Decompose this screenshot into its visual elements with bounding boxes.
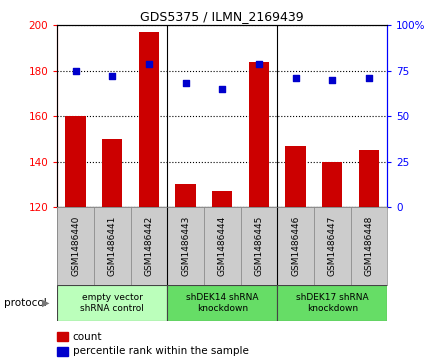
Bar [66, 116, 86, 207]
Point [145, 61, 152, 66]
Point [329, 77, 336, 83]
Bar [351, 207, 387, 285]
Text: GSM1486444: GSM1486444 [218, 216, 227, 276]
Text: GSM1486447: GSM1486447 [328, 216, 337, 276]
Bar [322, 162, 342, 207]
Point [255, 61, 262, 66]
Bar [277, 207, 314, 285]
Text: GSM1486448: GSM1486448 [364, 216, 374, 276]
Point [365, 75, 372, 81]
Text: GSM1486443: GSM1486443 [181, 216, 190, 276]
Point [72, 68, 79, 74]
Text: ▶: ▶ [42, 298, 50, 308]
Text: shDEK14 shRNA
knockdown: shDEK14 shRNA knockdown [186, 293, 258, 313]
Text: shDEK17 shRNA
knockdown: shDEK17 shRNA knockdown [296, 293, 369, 313]
Point [182, 81, 189, 86]
Title: GDS5375 / ILMN_2169439: GDS5375 / ILMN_2169439 [140, 10, 304, 23]
Text: GSM1486446: GSM1486446 [291, 216, 300, 276]
Text: GSM1486440: GSM1486440 [71, 216, 80, 276]
Bar [249, 62, 269, 207]
Bar [139, 32, 159, 207]
Text: GSM1486442: GSM1486442 [144, 216, 154, 276]
Point [292, 75, 299, 81]
Text: count: count [73, 331, 102, 342]
Bar [212, 191, 232, 207]
Bar [94, 207, 131, 285]
Bar [176, 184, 196, 207]
Bar [167, 285, 277, 321]
Bar [167, 207, 204, 285]
Bar [57, 285, 167, 321]
Text: protocol: protocol [4, 298, 47, 308]
Bar [286, 146, 306, 207]
Bar [314, 207, 351, 285]
Bar [102, 139, 122, 207]
Bar [277, 285, 387, 321]
Bar [359, 150, 379, 207]
Text: empty vector
shRNA control: empty vector shRNA control [80, 293, 144, 313]
Text: percentile rank within the sample: percentile rank within the sample [73, 346, 249, 356]
Bar [131, 207, 167, 285]
Bar [57, 207, 94, 285]
Bar [204, 207, 241, 285]
Bar [241, 207, 277, 285]
Point [109, 73, 116, 79]
Text: GSM1486441: GSM1486441 [108, 216, 117, 276]
Text: GSM1486445: GSM1486445 [254, 216, 264, 276]
Point [219, 86, 226, 92]
